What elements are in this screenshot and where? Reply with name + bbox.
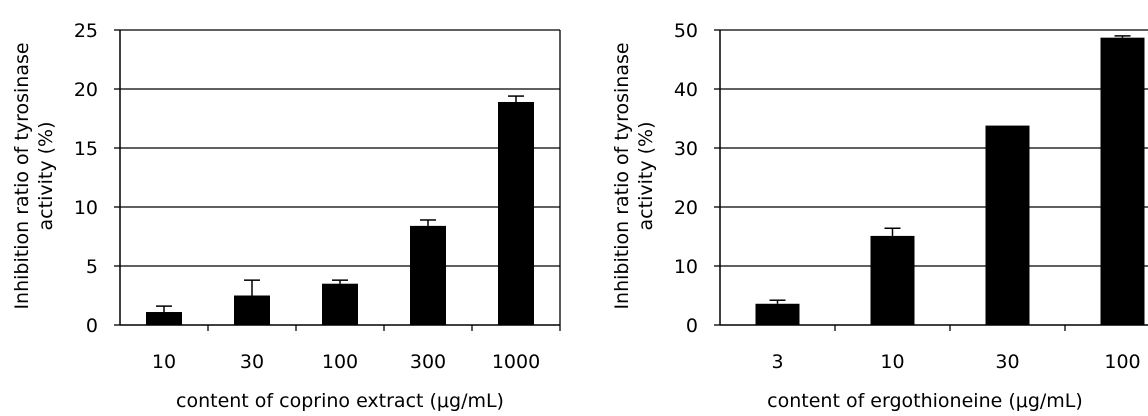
x-tick-label: 100 [322,351,358,373]
chart-coprino-extract: 0 5 10 15 20 25 10 30 100 300 1000 content of cop… [11,20,561,412]
y-tick-labels: 0 5 10 15 20 25 [74,20,98,337]
bar [870,235,915,325]
y-tick-label: 20 [674,197,698,219]
x-tick-labels: 10 30 100 300 1000 [152,351,540,373]
x-tick-label: 10 [880,351,904,373]
x-axis-label: content of coprino extract (μg/mL) [176,390,504,412]
bars [755,37,1145,326]
bars [146,101,534,325]
y-axis-label-line1: Inhibition ratio of tyrosinase [611,42,633,309]
error-bars [769,35,1131,304]
chart-ergothioneine: 0 10 20 30 40 50 3 10 30 100 content of ergothio… [611,20,1148,412]
plot-frame [114,29,561,331]
bar [755,303,800,325]
y-tick-label: 50 [674,20,698,42]
y-tick-labels: 0 10 20 30 40 50 [674,20,698,337]
y-tick-label: 0 [686,315,698,337]
y-tick-label: 5 [86,256,98,278]
x-tick-label: 3 [771,351,783,373]
gridlines [720,29,1148,267]
error-bars [156,95,524,313]
y-tick-label: 0 [86,315,98,337]
x-tick-label: 10 [152,351,176,373]
y-axis-label-line2: activity (%) [35,122,57,231]
y-tick-label: 20 [74,79,98,101]
y-axis-label-line2: activity (%) [635,122,657,231]
y-tick-label: 25 [74,20,98,42]
plot-frame [714,29,1148,331]
bar [1100,37,1145,326]
y-tick-label: 40 [674,79,698,101]
y-tick-label: 10 [74,197,98,219]
bar [234,295,270,325]
bar [146,312,182,325]
x-axis-label: content of ergothioneine (μg/mL) [767,390,1083,412]
y-tick-label: 10 [674,256,698,278]
x-tick-label: 100 [1104,351,1140,373]
x-tick-labels: 3 10 30 100 [771,351,1140,373]
bar [410,225,446,325]
y-tick-label: 30 [674,138,698,160]
bar [322,283,358,325]
y-axis-label-line1: Inhibition ratio of tyrosinase [11,42,33,309]
y-tick-label: 15 [74,138,98,160]
x-tick-label: 300 [410,351,446,373]
bar [498,101,534,325]
bar [985,125,1030,325]
gridlines [120,29,560,267]
x-tick-label: 30 [240,351,264,373]
x-tick-label: 1000 [492,351,540,373]
x-tick-label: 30 [995,351,1019,373]
